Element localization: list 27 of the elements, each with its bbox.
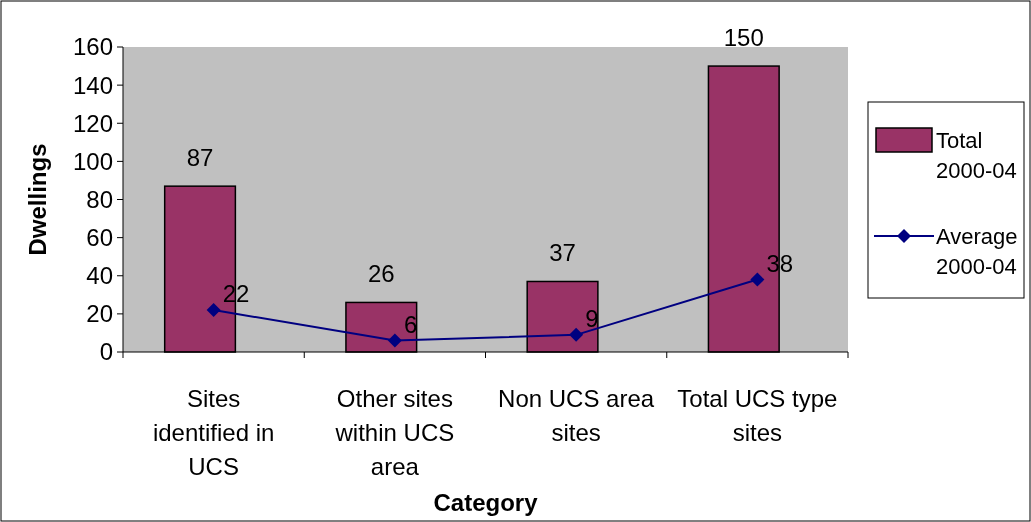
y-tick-label: 60 [86,224,113,252]
y-tick-label: 80 [86,185,113,213]
point [206,303,221,318]
y-axis-title: Dwellings [24,143,51,256]
legend-label: Total 2000-04 [936,128,1017,183]
point [387,333,402,348]
x-tick-label: Sites identified in UCS [152,385,275,480]
y-tick-label: 20 [86,300,113,328]
x-tick-label: Total UCS type sites [677,385,838,446]
y-tick-label: 100 [72,147,113,175]
data-label: 37 [549,239,576,267]
y-tick-label: 140 [72,71,113,99]
data-label: 150 [723,24,764,52]
point [569,327,584,342]
data-label: 6 [403,310,418,338]
y-tick-label: 120 [72,109,113,137]
x-tick-label: Non UCS area sites [498,385,655,446]
data-label: 38 [766,249,794,277]
data-label: 87 [186,144,214,172]
point [750,272,765,287]
y-tick-label: 0 [99,338,113,366]
legend-label: Average 2000-04 [936,224,1018,279]
x-tick-label: Other sites within UCS area [334,385,455,480]
y-tick-label: 160 [72,33,113,61]
data-label: 26 [367,260,395,288]
x-axis-title: Category [433,489,539,516]
y-tick-label: 40 [86,262,113,290]
